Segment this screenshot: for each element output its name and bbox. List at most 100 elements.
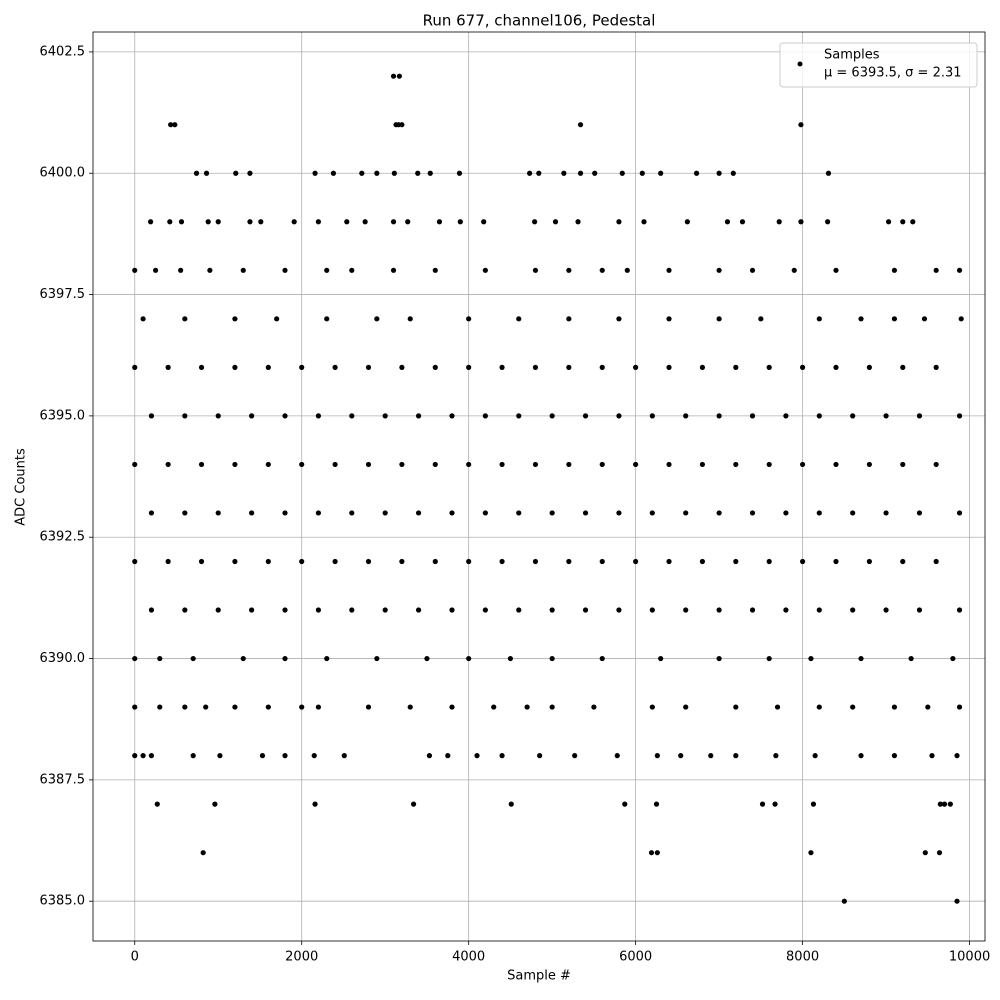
point: [324, 316, 330, 322]
point: [783, 607, 789, 613]
point: [132, 267, 138, 273]
point: [616, 316, 622, 322]
x-tick-label: 2000: [285, 950, 318, 965]
point: [808, 850, 814, 856]
point: [232, 364, 238, 370]
point: [616, 413, 622, 419]
point: [315, 510, 322, 516]
point: [858, 655, 864, 662]
point: [950, 655, 956, 662]
point: [816, 510, 822, 516]
point: [653, 801, 660, 807]
point: [324, 267, 330, 273]
point: [693, 170, 700, 176]
point: [716, 316, 722, 322]
point: [758, 316, 764, 322]
point: [566, 461, 572, 468]
point: [349, 607, 355, 613]
point: [858, 316, 864, 322]
point: [749, 510, 756, 516]
point: [349, 510, 355, 516]
point: [810, 801, 817, 807]
point: [633, 558, 639, 565]
point: [850, 704, 856, 710]
point: [232, 704, 238, 710]
point: [449, 510, 455, 516]
point: [311, 753, 317, 759]
point: [193, 170, 200, 176]
point: [415, 413, 422, 419]
point: [816, 413, 822, 419]
point: [798, 219, 804, 225]
point: [921, 316, 928, 322]
point: [432, 558, 438, 565]
point: [956, 704, 963, 710]
point: [247, 219, 253, 225]
point: [776, 219, 782, 225]
point: [154, 801, 160, 807]
point: [516, 413, 522, 419]
point: [482, 510, 488, 516]
point: [891, 704, 898, 710]
point: [649, 510, 655, 516]
point: [833, 461, 839, 468]
point: [582, 413, 589, 419]
point: [399, 122, 405, 128]
point: [841, 898, 847, 904]
point: [240, 267, 246, 273]
point: [215, 607, 221, 613]
point: [733, 704, 739, 710]
point: [365, 558, 372, 565]
point: [249, 510, 255, 516]
point: [182, 413, 188, 419]
point: [203, 704, 209, 710]
point: [916, 413, 923, 419]
point: [198, 461, 205, 468]
point: [941, 801, 948, 807]
point: [599, 364, 605, 370]
point: [291, 219, 297, 225]
point: [365, 461, 372, 468]
point: [466, 558, 472, 565]
point: [247, 170, 253, 176]
point: [532, 364, 539, 370]
point: [265, 704, 271, 710]
point: [716, 607, 722, 613]
point: [532, 267, 539, 273]
point: [449, 704, 455, 710]
point: [582, 510, 589, 516]
point: [614, 753, 620, 759]
point: [733, 753, 739, 759]
point: [215, 510, 221, 516]
point: [749, 267, 756, 273]
point: [205, 219, 211, 225]
point: [633, 461, 639, 468]
point: [258, 219, 264, 225]
point: [274, 316, 280, 322]
point: [362, 219, 368, 225]
point: [132, 753, 138, 759]
y-tick-label: 6387.5: [40, 772, 86, 787]
point: [716, 510, 722, 516]
point: [616, 219, 622, 225]
y-tick-label: 6385.0: [40, 894, 86, 909]
point: [259, 753, 266, 759]
point: [683, 510, 689, 516]
point: [282, 607, 288, 613]
point: [172, 122, 178, 128]
point: [850, 413, 856, 419]
point: [678, 753, 684, 759]
point: [733, 364, 739, 370]
point: [791, 267, 797, 273]
point: [182, 316, 188, 322]
point: [582, 607, 589, 613]
point: [182, 510, 188, 516]
point: [639, 170, 645, 176]
point: [359, 170, 365, 176]
point: [783, 413, 789, 419]
point: [445, 753, 451, 759]
point: [532, 219, 538, 225]
point: [432, 267, 438, 273]
point: [699, 461, 706, 468]
point: [198, 364, 205, 370]
